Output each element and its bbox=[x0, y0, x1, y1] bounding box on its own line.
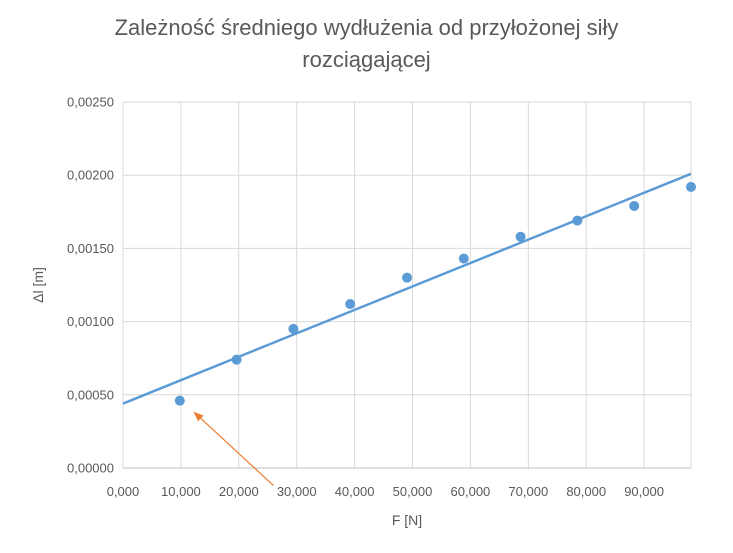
data-point bbox=[572, 215, 583, 226]
trendline bbox=[122, 172, 692, 405]
axes bbox=[122, 102, 691, 469]
chart-title-line-1: Zależność średniego wydłużenia od przyło… bbox=[114, 15, 619, 40]
data-point bbox=[174, 395, 185, 406]
chart-title: Zależność średniego wydłużenia od przyło… bbox=[0, 12, 733, 76]
x-tick-label: 30,000 bbox=[277, 484, 317, 499]
annotation-arrow bbox=[193, 411, 274, 487]
y-tick-label: 0,00150 bbox=[67, 241, 114, 256]
x-axis-label: F [N] bbox=[392, 512, 422, 528]
x-tick-label: 80,000 bbox=[566, 484, 606, 499]
data-point bbox=[515, 231, 526, 242]
data-point bbox=[686, 181, 696, 192]
x-tick-labels: 0,000 10,000 20,000 30,000 40,000 50,000 60,00… bbox=[107, 484, 664, 499]
y-axis-label: Δl [m] bbox=[30, 267, 46, 303]
data-point bbox=[402, 272, 412, 283]
y-tick-label: 0,00200 bbox=[67, 168, 114, 183]
data-point bbox=[231, 354, 242, 365]
data-point bbox=[629, 200, 640, 211]
y-tick-label: 0,00100 bbox=[67, 314, 114, 329]
x-tick-label: 60,000 bbox=[451, 484, 491, 499]
data-point bbox=[458, 253, 469, 264]
x-tick-label: 0,000 bbox=[107, 484, 140, 499]
gridlines bbox=[123, 101, 692, 468]
x-tick-label: 40,000 bbox=[335, 484, 375, 499]
data-point bbox=[345, 299, 356, 310]
y-tick-label: 0,00000 bbox=[67, 461, 114, 476]
x-tick-label: 20,000 bbox=[219, 484, 259, 499]
y-tick-label: 0,00250 bbox=[67, 95, 114, 110]
x-tick-label: 50,000 bbox=[393, 484, 433, 499]
trendline-group bbox=[122, 172, 692, 405]
y-tick-label: 0,00050 bbox=[67, 387, 114, 402]
x-tick-label: 10,000 bbox=[161, 484, 201, 499]
chart-title-line-2: rozciągającej bbox=[302, 47, 431, 72]
annotation-group bbox=[193, 411, 274, 487]
data-points bbox=[174, 181, 696, 406]
x-tick-label: 70,000 bbox=[508, 484, 548, 499]
y-tick-labels: 0,00000 0,00050 0,00100 0,00150 0,00200 0,002… bbox=[67, 95, 114, 476]
x-tick-label: 90,000 bbox=[624, 484, 664, 499]
data-point bbox=[288, 323, 299, 334]
